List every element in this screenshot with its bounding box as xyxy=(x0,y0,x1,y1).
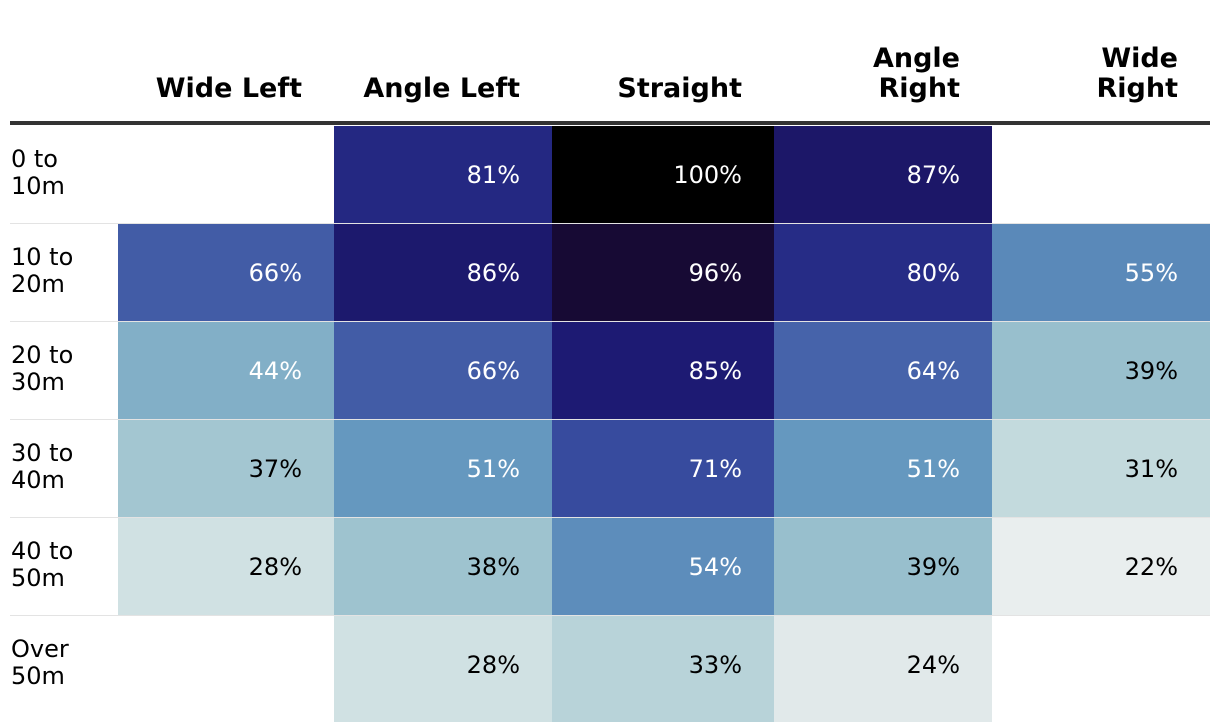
heatmap-cell xyxy=(552,322,774,420)
row-label: 40 to 50m xyxy=(11,537,74,592)
heatmap-cell xyxy=(118,224,334,322)
cell-value-label: 24% xyxy=(906,651,960,679)
row-label: 30 to 40m xyxy=(11,439,74,494)
heatmap-cell xyxy=(334,126,552,224)
cell-value-label: 28% xyxy=(248,553,302,581)
heatmap-cell xyxy=(774,518,992,616)
cell-value-label: 38% xyxy=(466,553,520,581)
row-divider xyxy=(10,517,1210,518)
row-label: 0 to 10m xyxy=(11,145,65,200)
heatmap-cell xyxy=(334,616,552,722)
column-header-straight: Straight xyxy=(617,73,742,104)
heatmap-cell xyxy=(552,518,774,616)
cell-value-label: 37% xyxy=(248,455,302,483)
heatmap-cell xyxy=(552,420,774,518)
heatmap-cell xyxy=(774,420,992,518)
cell-value-label: 51% xyxy=(466,455,520,483)
heatmap-cell xyxy=(774,224,992,322)
heatmap-cell xyxy=(334,322,552,420)
heatmap-cell xyxy=(334,518,552,616)
cell-value-label: 31% xyxy=(1124,455,1178,483)
heatmap-cell xyxy=(992,322,1210,420)
cell-value-label: 22% xyxy=(1124,553,1178,581)
cell-value-label: 87% xyxy=(906,161,960,189)
cell-value-label: 51% xyxy=(906,455,960,483)
heatmap-cell xyxy=(992,518,1210,616)
cell-value-label: 54% xyxy=(688,553,742,581)
cell-value-label: 44% xyxy=(248,357,302,385)
cell-value-label: 86% xyxy=(466,259,520,287)
header-rule xyxy=(10,121,1210,125)
column-header-angle-left: Angle Left xyxy=(363,73,520,104)
row-divider xyxy=(10,223,1210,224)
cell-value-label: 100% xyxy=(673,161,742,189)
row-label: 20 to 30m xyxy=(11,341,74,396)
cell-value-label: 81% xyxy=(466,161,520,189)
heatmap-cell xyxy=(774,322,992,420)
heatmap-cell xyxy=(992,420,1210,518)
heatmap-cell xyxy=(552,224,774,322)
heatmap-cell xyxy=(774,616,992,722)
heatmap-cell xyxy=(118,518,334,616)
heatmap-cell xyxy=(552,616,774,722)
column-header-wide-left: Wide Left xyxy=(155,73,302,104)
cell-value-label: 71% xyxy=(688,455,742,483)
cell-value-label: 39% xyxy=(1124,357,1178,385)
cell-value-label: 55% xyxy=(1124,259,1178,287)
column-header-wide-right: Wide Right xyxy=(1096,43,1178,104)
cell-value-label: 66% xyxy=(248,259,302,287)
heatmap-cell xyxy=(118,420,334,518)
row-divider xyxy=(10,419,1210,420)
cell-value-label: 64% xyxy=(906,357,960,385)
row-divider xyxy=(10,321,1210,322)
cell-value-label: 80% xyxy=(906,259,960,287)
cell-value-label: 96% xyxy=(688,259,742,287)
heatmap-cell xyxy=(774,126,992,224)
heatmap-cell xyxy=(552,126,774,224)
heatmap-cell xyxy=(334,420,552,518)
column-header-angle-right: Angle Right xyxy=(872,43,960,104)
heatmap-cell xyxy=(118,322,334,420)
row-label: 10 to 20m xyxy=(11,243,74,298)
cell-value-label: 33% xyxy=(688,651,742,679)
cell-value-label: 39% xyxy=(906,553,960,581)
row-label: Over 50m xyxy=(11,635,69,690)
cell-value-label: 28% xyxy=(466,651,520,679)
cell-value-label: 85% xyxy=(688,357,742,385)
cell-value-label: 66% xyxy=(466,357,520,385)
heatmap-cell xyxy=(992,224,1210,322)
heatmap-cell xyxy=(334,224,552,322)
row-divider xyxy=(10,615,1210,616)
